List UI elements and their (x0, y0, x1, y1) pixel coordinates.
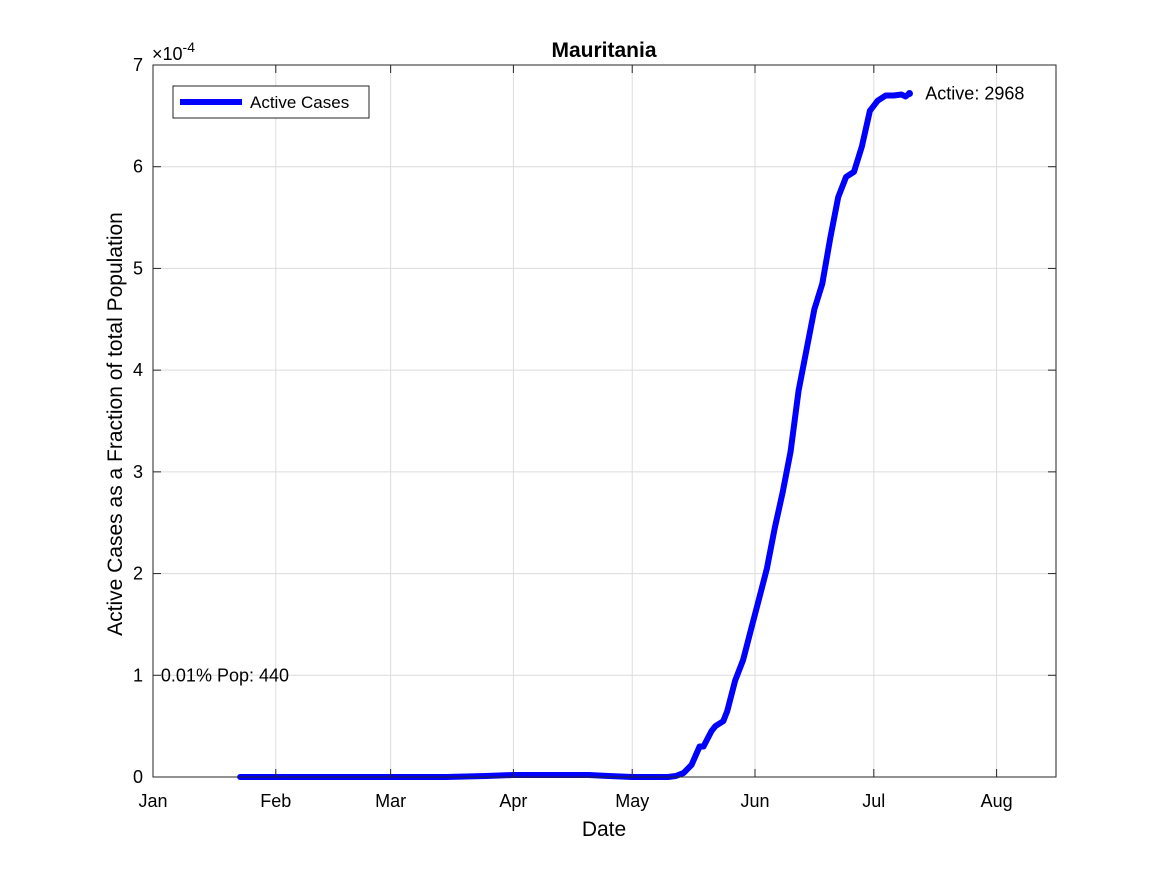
y-tick-label: 5 (133, 258, 143, 278)
y-tick-label: 3 (133, 462, 143, 482)
y-exponent-label: ×10-4 (152, 39, 195, 64)
y-tick-label: 6 (133, 157, 143, 177)
x-tick-label: Apr (499, 791, 527, 811)
ticks (152, 64, 1056, 778)
plot-frame (152, 64, 1057, 778)
x-tick-label: Mar (375, 791, 406, 811)
x-tick-label: Jul (862, 791, 885, 811)
x-tick-label: May (615, 791, 649, 811)
series-end-marker (905, 89, 913, 97)
y-tick-label: 0 (133, 767, 143, 787)
x-tick-label: Jun (740, 791, 769, 811)
y-exponent-power: -4 (183, 39, 196, 55)
x-tick-label: Aug (981, 791, 1013, 811)
y-exponent-base: ×10 (152, 44, 183, 64)
annotations: Active: 2968 0.01% Pop: 440 (161, 83, 1024, 685)
annotation-label: 0.01% Pop: 440 (161, 665, 289, 685)
x-tick-label: Feb (260, 791, 291, 811)
series-line-active-cases (237, 90, 913, 780)
y-tick-label: 7 (133, 55, 143, 75)
series-layer (237, 89, 913, 780)
plot-background (153, 65, 1056, 777)
annotation-label: Active: 2968 (925, 83, 1024, 103)
chart-title: Mauritania (551, 39, 656, 62)
x-tick-label: Jan (138, 791, 167, 811)
y-tick-label: 2 (133, 564, 143, 584)
legend: Active Cases (172, 85, 370, 119)
tick-labels: Jan Feb Mar Apr May Jun Jul Aug 0 1 2 3 4 5 6 7 (133, 55, 1013, 811)
y-axis-label: Active Cases as a Fraction of total Popu… (104, 212, 127, 636)
y-tick-label: 1 (133, 665, 143, 685)
x-axis-label: Date (582, 818, 626, 841)
legend-entry-label: Active Cases (250, 93, 349, 112)
y-tick-label: 4 (133, 360, 143, 380)
